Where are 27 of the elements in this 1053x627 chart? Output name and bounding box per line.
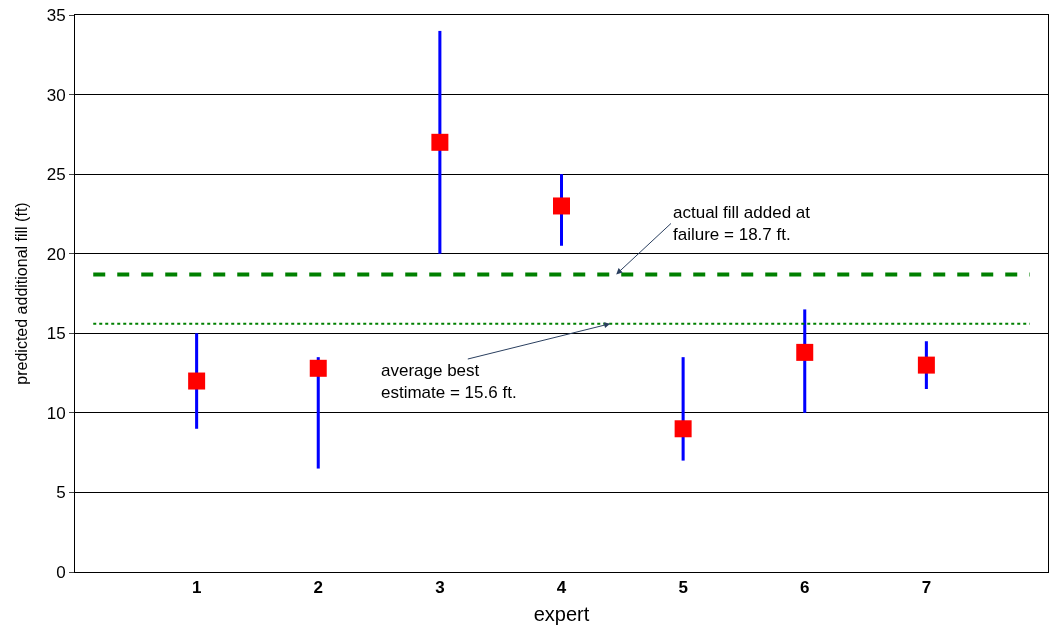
point	[431, 133, 449, 151]
y-tick-label: 35	[46, 5, 66, 25]
point	[309, 359, 327, 377]
y-tick-label: 5	[56, 483, 66, 503]
y-tick-label: 20	[46, 244, 66, 264]
ref-line-label: actual fill added at failure = 18.7 ft.	[673, 203, 811, 245]
x-tick-label: 2	[313, 578, 323, 598]
y-axis-title: predicted additional fill (ft)	[12, 202, 30, 385]
x-tick-label: 5	[678, 578, 688, 598]
y-tick-label: 15	[46, 324, 66, 344]
y-tick-label: 0	[56, 562, 66, 582]
x-axis-title: expert	[533, 602, 590, 625]
y-tick-label: 10	[46, 403, 66, 423]
point	[796, 343, 814, 361]
bar	[438, 30, 442, 254]
point	[674, 420, 692, 438]
point	[553, 197, 570, 215]
point	[917, 356, 935, 374]
y-tick-label: 30	[46, 85, 66, 105]
y-tick-label: 25	[46, 165, 66, 185]
x-tick-label: 3	[435, 578, 445, 598]
ref-line-label: average best estimate = 15.6 ft.	[381, 361, 517, 403]
x-tick-label: 6	[800, 578, 810, 598]
point	[188, 372, 206, 390]
x-tick-label: 1	[191, 578, 202, 598]
x-tick-label: 7	[921, 578, 932, 598]
x-tick-label: 4	[556, 578, 567, 598]
